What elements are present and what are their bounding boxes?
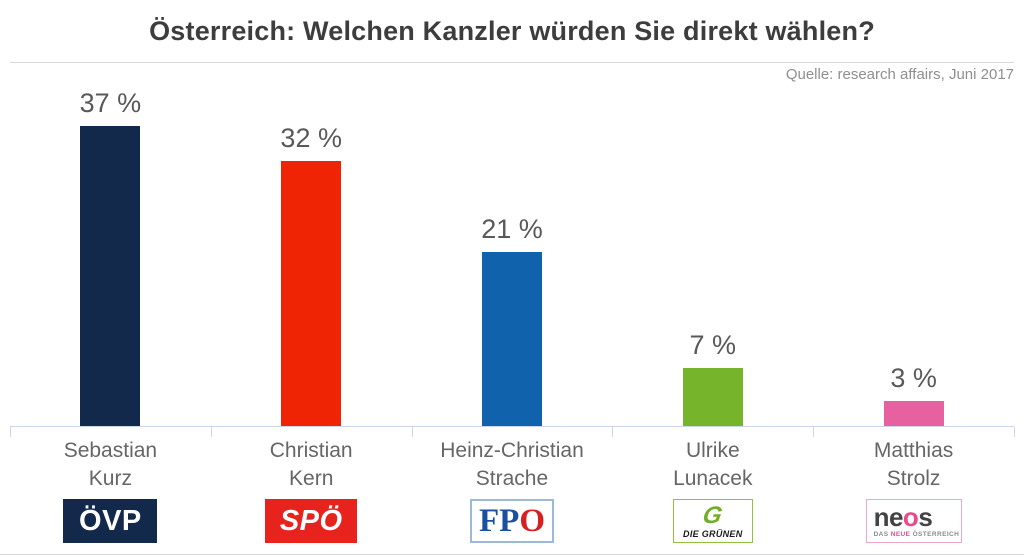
candidate-name-strolz: Matthias Strolz: [813, 437, 1014, 493]
bar-column-kurz: 37 %: [10, 88, 211, 426]
spo-logo-text: SPÖ: [279, 504, 343, 537]
axis-tick: [10, 427, 11, 437]
name-line-1: Heinz-Christian: [440, 439, 584, 462]
fpo-logo-text-red: O: [519, 502, 545, 539]
spo-party-logo: SPÖ: [265, 499, 358, 543]
bar-kern: [281, 161, 342, 426]
source-caption: Quelle: research affairs, Juni 2017: [785, 66, 1014, 83]
gruene-logo-g-icon: G: [700, 501, 726, 529]
candidate-name-lunacek: Ulrike Lunacek: [612, 437, 813, 493]
category-labels-row: Sebastian Kurz Christian Kern Heinz-Chri…: [10, 437, 1014, 493]
ovp-party-logo: ÖVP: [63, 499, 158, 543]
name-line-1: Christian: [269, 439, 353, 462]
candidate-name-kurz: Sebastian Kurz: [10, 437, 211, 493]
neos-party-logo: neos DAS NEUE ÖSTERREICH: [865, 499, 962, 543]
value-label: 21 %: [481, 214, 543, 244]
bar-column-lunacek: 7 %: [612, 88, 813, 426]
fpo-party-logo: FP O: [469, 499, 554, 543]
bar-kurz: [80, 126, 141, 426]
gruene-logo-label: DIE GRÜNEN: [683, 528, 743, 539]
name-line-1: Ulrike: [685, 439, 740, 462]
bar-lunacek: [682, 368, 743, 426]
ovp-logo-text: ÖVP: [79, 504, 142, 537]
name-line-2: Strolz: [886, 467, 941, 490]
bar-strolz: [883, 401, 944, 426]
name-line-1: Sebastian: [63, 439, 158, 462]
gruene-party-logo: G DIE GRÜNEN: [672, 499, 753, 543]
bar-column-kern: 32 %: [211, 88, 412, 426]
name-line-1: Matthias: [873, 439, 954, 462]
value-label: 32 %: [280, 123, 342, 153]
bar-column-strolz: 3 %: [813, 88, 1014, 426]
name-line-2: Lunacek: [673, 467, 753, 490]
party-logos-row: ÖVP SPÖ FP O G DIE GRÜNEN neos DAS NEUE Ö…: [10, 499, 1014, 543]
x-axis-line: [10, 426, 1015, 437]
value-label: 7 %: [689, 330, 737, 360]
axis-tick: [1014, 427, 1015, 437]
page-title: Österreich: Welchen Kanzler würden Sie d…: [149, 16, 875, 46]
name-line-2: Strache: [475, 467, 549, 490]
bar-column-strache: 21 %: [412, 88, 613, 426]
axis-tick: [813, 427, 815, 437]
candidate-name-strache: Heinz-Christian Strache: [412, 437, 613, 493]
fpo-logo-text-blue: FP: [478, 502, 520, 539]
bottom-divider: [0, 554, 1024, 555]
axis-tick: [210, 427, 212, 437]
axis-tick: [612, 427, 614, 437]
name-line-2: Kurz: [88, 467, 132, 490]
value-label: 3 %: [890, 363, 937, 393]
name-line-2: Kern: [289, 467, 334, 490]
axis-tick: [411, 427, 413, 437]
value-label: 37 %: [79, 88, 142, 118]
title-divider: [10, 62, 1014, 63]
bar-strache: [481, 252, 542, 426]
candidate-name-kern: Christian Kern: [211, 437, 412, 493]
neos-logo-subtitle: DAS NEUE ÖSTERREICH: [873, 530, 960, 538]
chart-area: 37 % 32 % 21 % 7 % 3 %: [10, 88, 1014, 426]
neos-logo-text: neos: [873, 501, 933, 532]
